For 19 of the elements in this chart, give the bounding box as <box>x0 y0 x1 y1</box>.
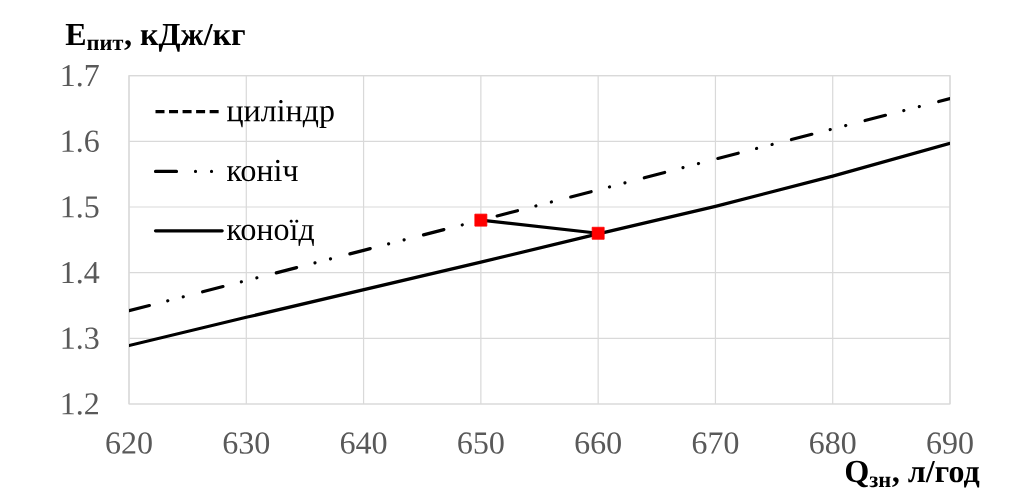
legend-label: циліндр <box>227 99 334 128</box>
x-tick-label: 660 <box>575 432 621 454</box>
y-tick-label: 1.6 <box>62 130 99 153</box>
x-tick-label: 690 <box>927 432 973 454</box>
y-axis-title: E$_{пит}$, кДж/кг <box>65 23 245 52</box>
x-tick-label: 630 <box>223 432 270 454</box>
x-tick-label: 620 <box>106 432 152 454</box>
x-axis-title: Q$_{зн}$, л/год <box>845 460 980 488</box>
y-tick-label: 1.2 <box>62 393 98 415</box>
legend-label: коноїд <box>227 219 314 247</box>
x-tick-label: 650 <box>458 432 504 454</box>
x-tick-label: 670 <box>692 432 739 454</box>
y-tick-label: 1.7 <box>62 64 99 87</box>
y-tick-label: 1.5 <box>62 196 99 218</box>
y-tick-label: 1.3 <box>62 327 99 350</box>
y-tick-label: 1.4 <box>62 261 100 284</box>
x-tick-label: 680 <box>810 432 856 454</box>
legend-label: коніч <box>227 159 298 182</box>
x-tick-label: 640 <box>340 432 387 454</box>
